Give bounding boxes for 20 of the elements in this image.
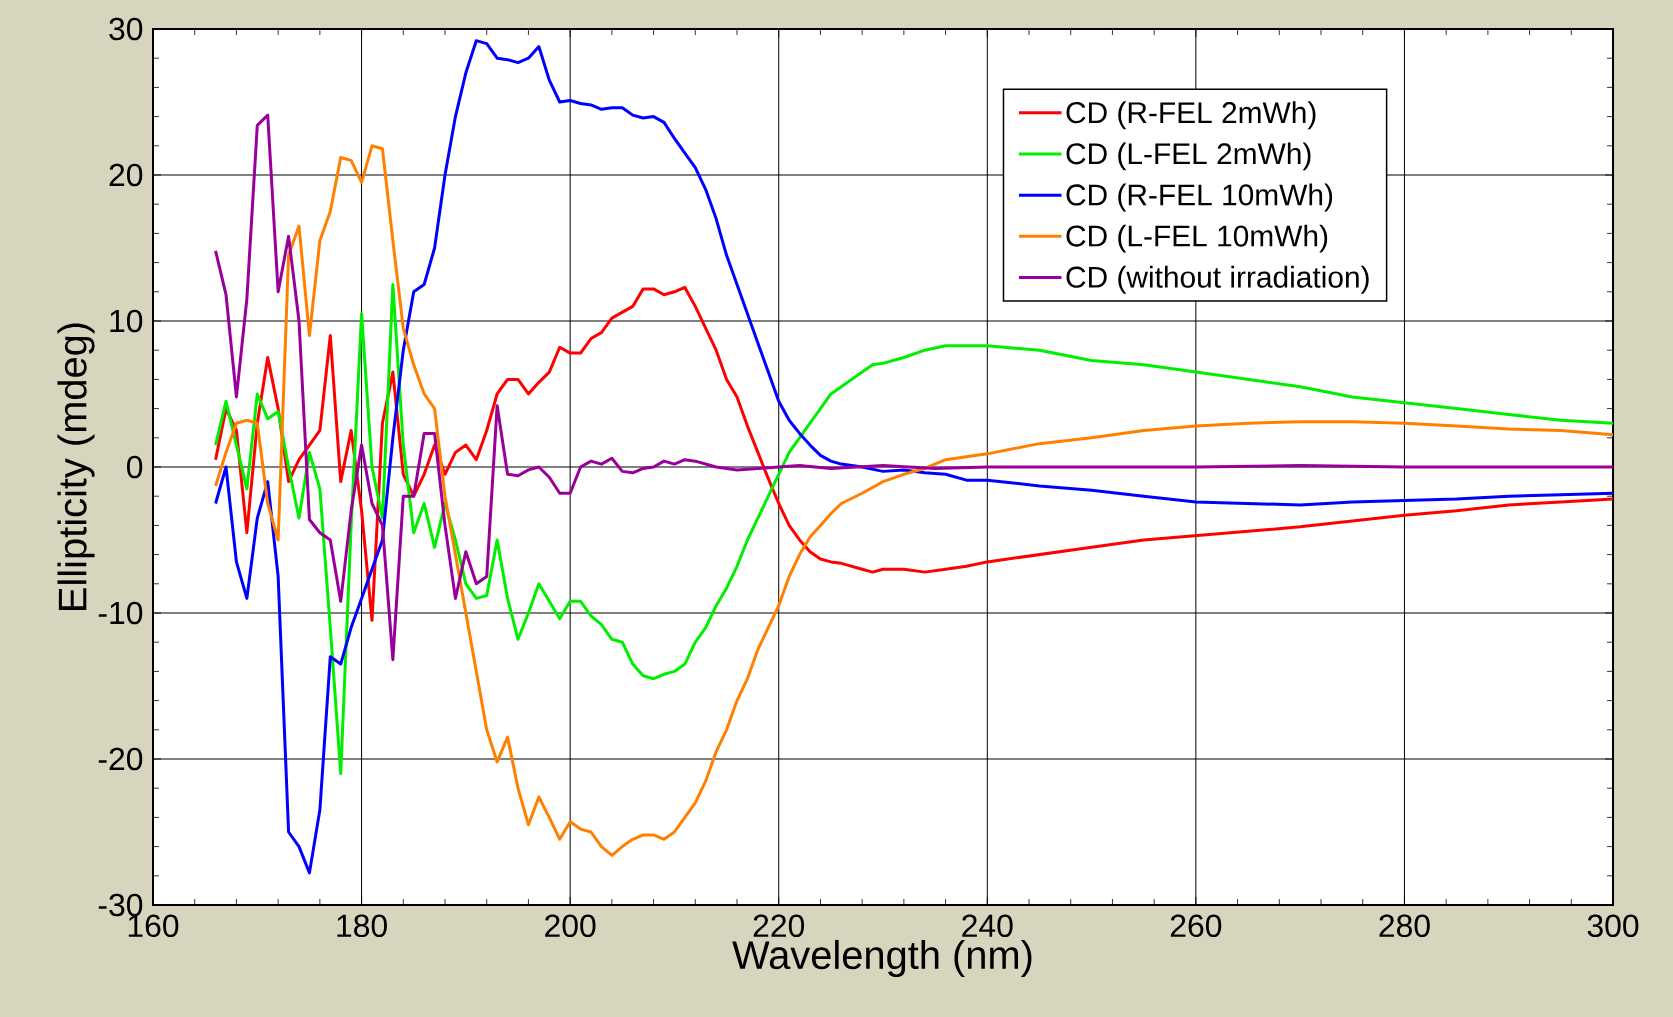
y-tick-label: -10 — [98, 601, 143, 625]
legend-label: CD (R-FEL 10mWh) — [1066, 183, 1333, 212]
legend-label: CD (R-FEL 2mWh) — [1066, 101, 1316, 130]
x-tick-label: 300 — [1587, 914, 1639, 938]
y-tick-label: 0 — [127, 455, 143, 479]
x-tick-label: 180 — [337, 914, 387, 938]
x-axis-title: Wavelength (nm) — [732, 939, 1032, 978]
x-tick-label: 260 — [1170, 914, 1222, 938]
y-tick-label: 30 — [109, 17, 143, 41]
y-tick-label: 20 — [109, 163, 143, 187]
legend-label: CD (L-FEL 10mWh) — [1066, 224, 1328, 253]
y-tick-label: -20 — [98, 747, 143, 771]
y-tick-label: 10 — [110, 309, 143, 333]
x-tick-label: 280 — [1379, 914, 1430, 938]
x-tick-label: 240 — [962, 914, 1013, 938]
legend-label: CD (L-FEL 2mWh) — [1066, 142, 1311, 171]
x-tick-label: 220 — [753, 914, 805, 938]
y-axis-title: Ellipticity (mdeg) — [57, 323, 95, 610]
legend-label: CD (without irradiation) — [1066, 265, 1369, 294]
x-tick-label: 200 — [545, 914, 596, 938]
